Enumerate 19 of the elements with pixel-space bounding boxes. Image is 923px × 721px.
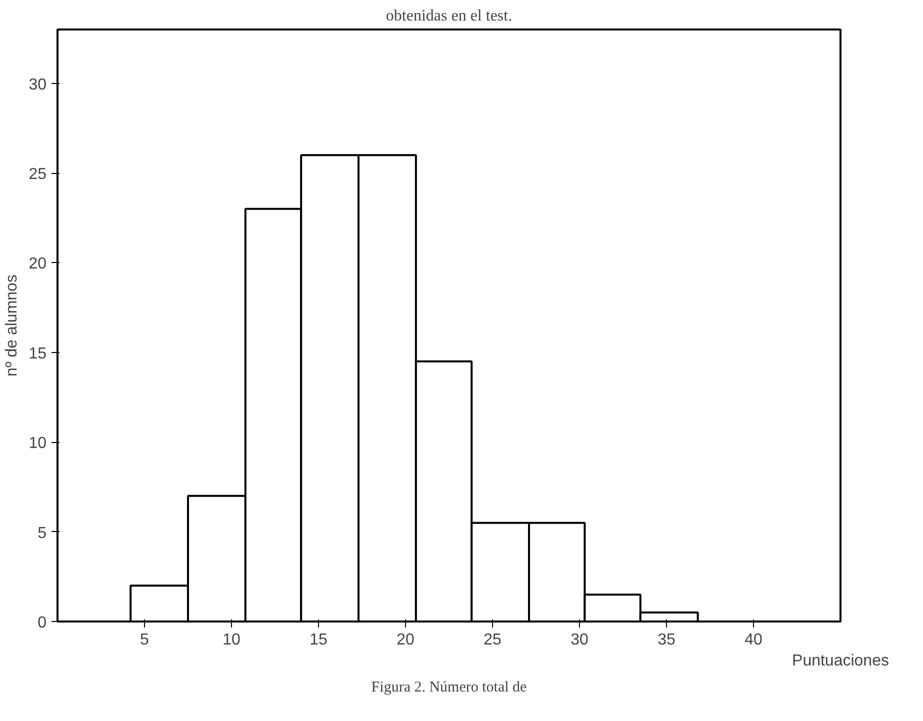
y-tick-label: 15 xyxy=(28,345,47,362)
x-tick-label: 30 xyxy=(570,632,588,648)
y-tick-label: 25 xyxy=(28,166,47,184)
x-tick-label: 15 xyxy=(310,632,328,648)
x-tick-label: 10 xyxy=(222,632,240,648)
x-axis-title: Puntuaciones xyxy=(792,652,889,670)
y-tick-label: 20 xyxy=(28,256,47,273)
chart-title: obtenidas en el test. xyxy=(386,8,512,24)
x-tick-label: 35 xyxy=(658,632,676,648)
x-tick-label: 5 xyxy=(140,632,150,648)
y-tick-label: 30 xyxy=(28,76,47,94)
y-tick-label: 0 xyxy=(38,614,47,632)
x-tick-label: 25 xyxy=(484,632,502,648)
text: Figura 2. Número total de xyxy=(371,680,528,696)
x-tick-label: 40 xyxy=(744,632,762,648)
y-tick-label: 10 xyxy=(28,435,47,452)
y-axis-title: nº de alumnos xyxy=(4,274,21,376)
x-tick-label: 20 xyxy=(396,632,414,648)
y-tick-label: 5 xyxy=(38,524,47,542)
